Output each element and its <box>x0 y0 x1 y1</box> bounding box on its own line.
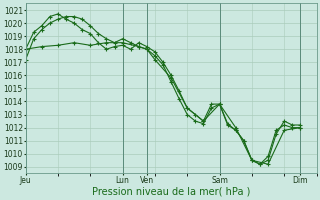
X-axis label: Pression niveau de la mer( hPa ): Pression niveau de la mer( hPa ) <box>92 187 250 197</box>
